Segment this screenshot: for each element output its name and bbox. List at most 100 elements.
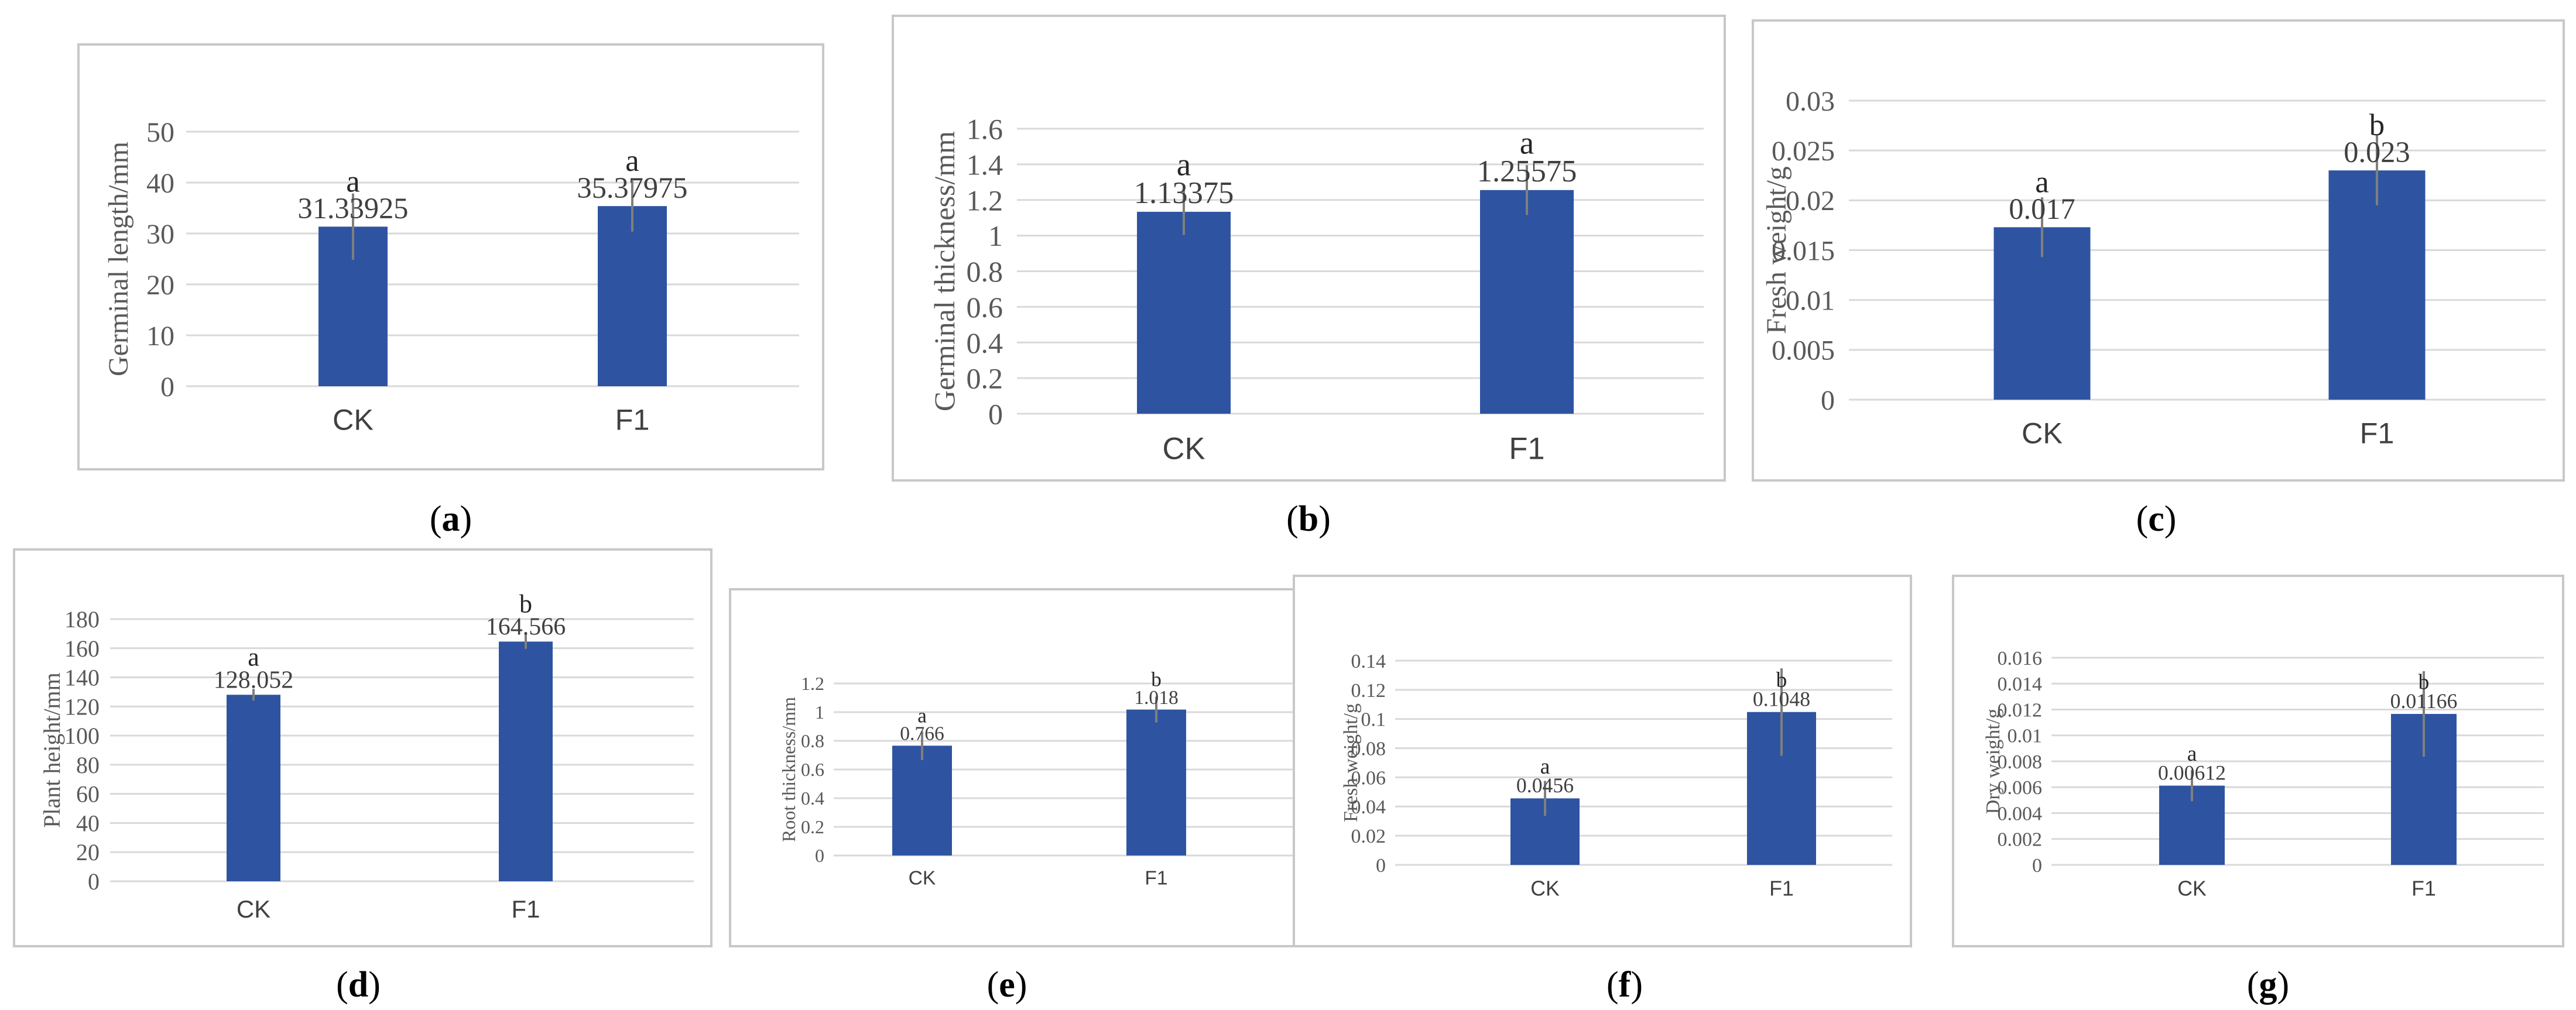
x-category-label: F1	[1509, 432, 1544, 466]
caption-g: (g)	[2246, 965, 2290, 1005]
y-tick-label: 0	[2032, 855, 2042, 877]
y-tick-label: 1	[988, 219, 1003, 252]
caption-c: (c)	[2136, 499, 2177, 539]
y-axis-label: Germinal length/mm	[103, 142, 134, 376]
y-tick-label: 50	[146, 117, 174, 148]
y-tick-label: 30	[146, 219, 174, 250]
y-tick-label: 0.01	[1786, 285, 1835, 316]
significance-letter: a	[1520, 125, 1534, 160]
y-tick-label: 0.025	[1772, 136, 1835, 167]
x-category-label: CK	[237, 895, 270, 923]
y-tick-label: 1.6	[967, 113, 1003, 146]
x-category-label: CK	[909, 868, 936, 889]
x-category-label: F1	[1145, 868, 1167, 889]
y-tick-label: 0.6	[801, 759, 824, 780]
y-tick-label: 0	[815, 845, 824, 866]
y-tick-label: 0.14	[1351, 651, 1386, 672]
bar-ck	[892, 746, 952, 856]
y-tick-label: 1.2	[801, 673, 824, 694]
y-tick-label: 0.02	[1351, 826, 1386, 847]
caption-e: (e)	[986, 965, 1027, 1005]
data-label: 0.017	[2009, 193, 2075, 225]
y-tick-label: 160	[64, 635, 100, 662]
y-axis-label: Root thickness/mm	[778, 697, 799, 842]
y-tick-label: 180	[64, 606, 100, 633]
y-tick-label: 0.04	[1351, 796, 1386, 818]
data-label: 1.13375	[1134, 176, 1234, 210]
data-label: 0.766	[900, 723, 944, 745]
y-tick-label: 1.2	[967, 184, 1003, 217]
y-tick-label: 0.012	[1998, 699, 2043, 721]
caption-f: (f)	[1606, 965, 1643, 1005]
significance-letter: b	[1776, 668, 1787, 692]
y-tick-label: 20	[146, 270, 174, 301]
y-tick-label: 1	[815, 702, 824, 723]
y-tick-label: 100	[64, 723, 100, 749]
y-tick-label: 0.2	[967, 362, 1003, 395]
y-tick-label: 0	[88, 868, 100, 895]
y-tick-label: 10	[146, 321, 174, 352]
significance-letter: a	[625, 144, 639, 178]
data-label: 164.566	[486, 613, 566, 640]
x-category-label: F1	[2360, 416, 2395, 449]
significance-letter: a	[2187, 742, 2197, 766]
data-label: 35.37975	[577, 171, 688, 204]
y-tick-label: 0.2	[801, 816, 824, 837]
y-tick-label: 20	[76, 839, 100, 865]
data-label: 0.00612	[2158, 761, 2226, 784]
y-tick-label: 0.06	[1351, 767, 1386, 789]
y-axis-label: Germinal thickness/mm	[928, 131, 961, 411]
caption-b: (b)	[1286, 499, 1331, 539]
y-tick-label: 60	[76, 781, 100, 808]
significance-letter: a	[1540, 755, 1550, 779]
bar-f1	[1126, 709, 1186, 856]
y-tick-label: 0.006	[1998, 777, 2043, 799]
y-tick-label: 0.02	[1786, 185, 1835, 217]
y-tick-label: 0.8	[801, 730, 824, 751]
significance-letter: b	[1151, 668, 1162, 691]
y-tick-label: 1.4	[967, 148, 1003, 181]
y-tick-label: 40	[146, 168, 174, 199]
y-tick-label: 0.015	[1772, 235, 1835, 266]
x-category-label: CK	[1163, 432, 1205, 466]
y-tick-label: 0.004	[1998, 803, 2043, 825]
y-axis-label: Fresh weight/g	[1761, 166, 1792, 334]
y-tick-label: 0	[988, 398, 1003, 431]
significance-letter: a	[917, 704, 927, 727]
data-label: 0.1048	[1753, 688, 1810, 711]
y-tick-label: 0.1	[1361, 709, 1386, 731]
bar-f1	[1480, 190, 1574, 414]
x-category-label: CK	[2177, 877, 2207, 901]
y-tick-label: 0.016	[1998, 648, 2043, 669]
data-label: 0.0456	[1516, 774, 1574, 797]
data-label: 0.023	[2344, 136, 2410, 169]
panel-a-frame	[77, 43, 824, 470]
y-tick-label: 0.005	[1772, 335, 1835, 366]
significance-letter: a	[248, 643, 259, 671]
significance-letter: a	[346, 164, 359, 198]
y-tick-label: 80	[76, 752, 100, 778]
data-label: 31.33925	[298, 192, 409, 225]
y-tick-label: 0.8	[967, 255, 1003, 288]
bar-f1	[499, 641, 553, 881]
significance-letter: b	[2369, 108, 2385, 142]
y-axis-label: Plant height/mm	[39, 672, 65, 828]
significance-letter: b	[519, 589, 532, 618]
y-axis-label: Dry weight/g	[1982, 709, 2004, 814]
significance-letter: b	[2419, 671, 2430, 695]
y-tick-label: 0.03	[1786, 86, 1835, 117]
bar-ck	[227, 695, 280, 881]
y-tick-label: 0.4	[801, 788, 824, 809]
x-category-label: F1	[1769, 877, 1794, 901]
caption-d: (d)	[336, 965, 381, 1005]
data-label: 128.052	[214, 667, 294, 693]
bar-f1	[598, 206, 667, 386]
y-tick-label: 0	[1376, 855, 1386, 877]
y-tick-label: 120	[64, 693, 100, 720]
significance-letter: a	[2035, 165, 2049, 199]
caption-a: (a)	[429, 499, 472, 539]
